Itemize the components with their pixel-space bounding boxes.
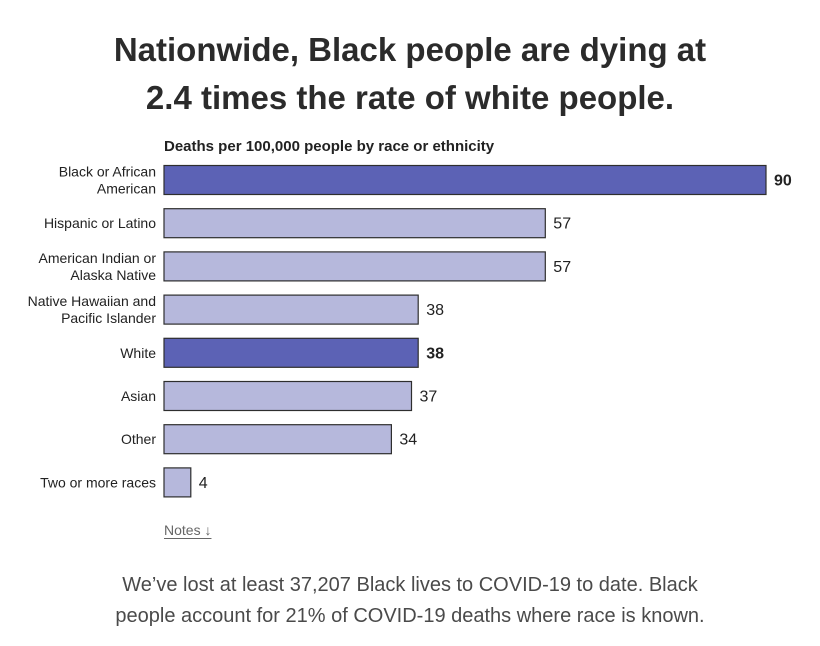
value-label-5: 37 bbox=[420, 389, 438, 406]
category-label-1: Hispanic or Latino bbox=[44, 215, 156, 231]
category-label-6: Other bbox=[121, 431, 156, 447]
category-label-line: Native Hawaiian and bbox=[28, 293, 156, 309]
category-label-4: White bbox=[120, 345, 156, 361]
value-label-3: 38 bbox=[426, 302, 444, 319]
bar-0 bbox=[163, 164, 767, 196]
category-label-3: Native Hawaiian and Pacific Islander bbox=[28, 293, 157, 326]
value-label-6: 34 bbox=[399, 432, 417, 449]
bar-7 bbox=[163, 467, 192, 498]
category-label-line: American Indian or bbox=[38, 250, 156, 266]
bars-group: 90 Black or African American 57 Hispanic or … bbox=[28, 164, 792, 498]
value-label-2: 57 bbox=[553, 259, 571, 276]
category-label-line: White bbox=[120, 345, 156, 361]
headline: Nationwide, Black people are dying at 2.… bbox=[0, 26, 820, 122]
category-label-line: Hispanic or Latino bbox=[44, 215, 156, 231]
category-label-line: Other bbox=[121, 431, 156, 447]
value-label-0: 90 bbox=[774, 173, 792, 190]
bar-2 bbox=[163, 251, 546, 282]
bar-3 bbox=[163, 294, 419, 325]
chart-title: Deaths per 100,000 people by race or eth… bbox=[164, 138, 495, 155]
footer-summary: We’ve lost at least 37,207 Black lives t… bbox=[0, 570, 820, 632]
headline-line-2: 2.4 times the rate of white people. bbox=[145, 79, 675, 116]
category-label-line: American bbox=[97, 181, 156, 197]
category-label-5: Asian bbox=[121, 388, 156, 404]
value-label-7: 4 bbox=[199, 475, 208, 492]
bar-5 bbox=[163, 380, 413, 412]
footer-line-1: We’ve lost at least 37,207 Black lives t… bbox=[122, 574, 698, 596]
category-label-line: Two or more races bbox=[40, 474, 156, 490]
notes-link[interactable]: Notes ↓ bbox=[164, 522, 212, 538]
category-label-line: Pacific Islander bbox=[61, 310, 156, 326]
category-label-2: American Indian or Alaska Native bbox=[38, 250, 156, 283]
category-label-7: Two or more races bbox=[40, 474, 156, 490]
headline-line-1: Nationwide, Black people are dying at bbox=[113, 31, 707, 68]
category-label-line: Asian bbox=[121, 388, 156, 404]
bar-chart: Deaths per 100,000 people by race or eth… bbox=[28, 138, 792, 498]
category-label-line: Alaska Native bbox=[70, 267, 156, 283]
bar-1 bbox=[163, 208, 546, 239]
bar-4 bbox=[163, 337, 419, 368]
value-label-1: 57 bbox=[553, 216, 571, 233]
footer-line-2: people account for 21% of COVID-19 death… bbox=[115, 605, 705, 627]
category-label-0: Black or African American bbox=[59, 164, 156, 197]
value-label-4: 38 bbox=[426, 345, 444, 362]
bar-6 bbox=[163, 424, 392, 455]
category-label-line: Black or African bbox=[59, 164, 156, 180]
